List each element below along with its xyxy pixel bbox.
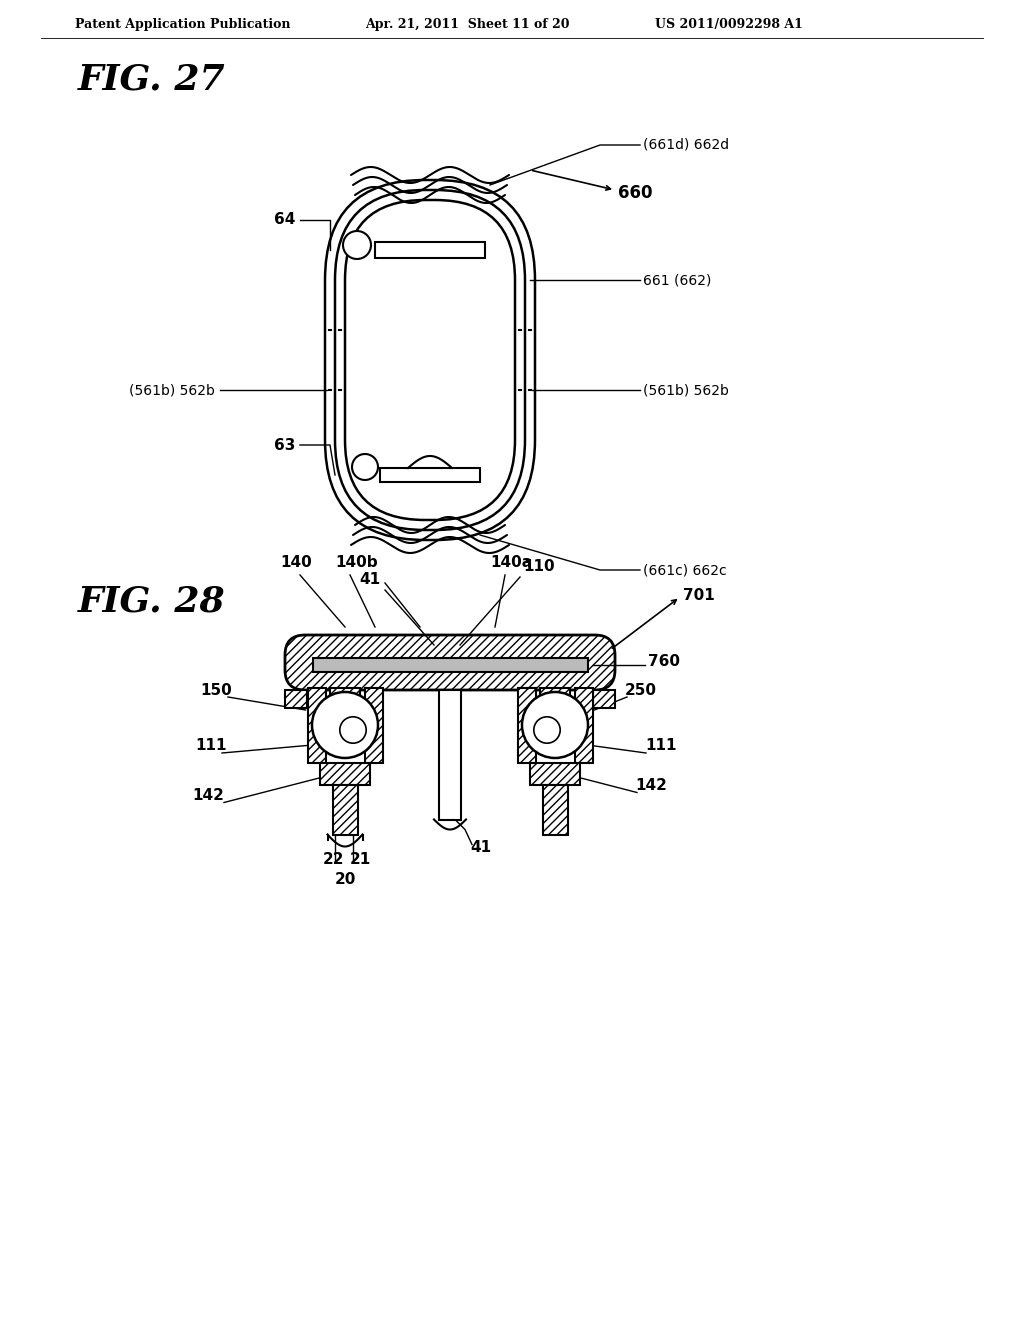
Bar — [307, 688, 326, 763]
Text: 64: 64 — [273, 213, 295, 227]
Bar — [574, 688, 593, 763]
Bar — [517, 688, 536, 690]
Text: 140b: 140b — [335, 554, 378, 570]
Bar — [543, 784, 567, 834]
Text: 661 (662): 661 (662) — [643, 273, 712, 286]
Bar — [540, 688, 570, 705]
Circle shape — [522, 692, 588, 758]
Text: US 2011/0092298 A1: US 2011/0092298 A1 — [655, 18, 803, 30]
Circle shape — [352, 454, 378, 480]
Bar — [330, 688, 360, 705]
Text: 111: 111 — [195, 738, 226, 752]
Bar — [312, 657, 588, 672]
Text: 760: 760 — [648, 655, 680, 669]
Bar — [365, 688, 383, 763]
Text: 22: 22 — [323, 853, 344, 867]
Text: 63: 63 — [273, 437, 295, 453]
Text: FIG. 28: FIG. 28 — [78, 585, 225, 619]
Text: Patent Application Publication: Patent Application Publication — [75, 18, 291, 30]
Circle shape — [312, 692, 378, 758]
Bar — [574, 688, 593, 763]
Text: (661c) 662c: (661c) 662c — [643, 564, 727, 577]
Text: 41: 41 — [470, 840, 492, 854]
Text: 701: 701 — [683, 587, 715, 602]
Text: 140: 140 — [280, 554, 311, 570]
Bar — [593, 690, 615, 708]
Bar — [365, 688, 383, 690]
Text: 110: 110 — [523, 558, 555, 574]
Bar — [333, 784, 357, 834]
Circle shape — [534, 717, 560, 743]
Text: 20: 20 — [335, 873, 356, 887]
Text: (561b) 562b: (561b) 562b — [129, 383, 215, 397]
Bar — [543, 784, 567, 834]
Text: 142: 142 — [193, 788, 224, 803]
Text: Apr. 21, 2011  Sheet 11 of 20: Apr. 21, 2011 Sheet 11 of 20 — [365, 18, 569, 30]
Bar — [517, 688, 536, 690]
Text: 142: 142 — [635, 777, 667, 792]
Bar — [540, 688, 570, 705]
Circle shape — [343, 231, 371, 259]
Text: 150: 150 — [200, 682, 231, 698]
Bar — [330, 688, 360, 705]
Text: 140a: 140a — [490, 554, 532, 570]
Text: 111: 111 — [645, 738, 677, 752]
Bar — [593, 690, 615, 708]
Bar — [517, 688, 536, 763]
Bar — [517, 688, 536, 763]
Text: FIG. 27: FIG. 27 — [78, 62, 225, 96]
Bar — [365, 688, 383, 690]
Text: (661d) 662d: (661d) 662d — [643, 139, 729, 152]
Bar — [285, 690, 307, 708]
Bar — [365, 688, 383, 763]
Text: (561b) 562b: (561b) 562b — [643, 383, 729, 397]
Bar — [530, 763, 580, 784]
Bar — [319, 763, 370, 784]
Bar — [333, 784, 357, 834]
Text: 21: 21 — [350, 853, 372, 867]
Bar — [319, 763, 370, 784]
Text: 250: 250 — [625, 682, 657, 698]
FancyBboxPatch shape — [285, 635, 615, 690]
Text: 41: 41 — [358, 572, 380, 587]
Bar — [307, 688, 326, 763]
Circle shape — [340, 717, 367, 743]
Bar — [375, 242, 485, 257]
Bar — [439, 690, 461, 820]
Text: 660: 660 — [618, 183, 652, 202]
Bar — [285, 690, 307, 708]
Bar — [380, 469, 480, 482]
Bar — [530, 763, 580, 784]
